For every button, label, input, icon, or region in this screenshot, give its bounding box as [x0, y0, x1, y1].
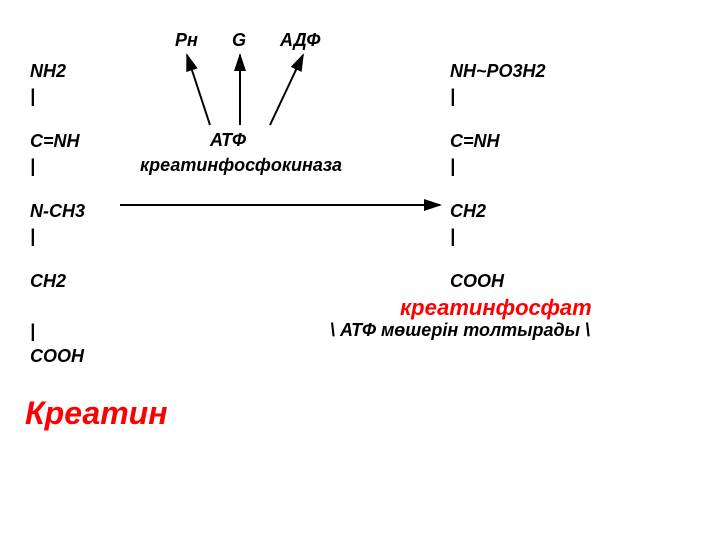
left-formula-l2: | [30, 85, 35, 108]
up-arrow-3 [270, 55, 303, 125]
left-formula-l8: | [30, 320, 35, 343]
right-formula-r6: | [450, 225, 455, 248]
up-arrow-1 [187, 55, 210, 125]
label-substrate: Креатин [25, 395, 168, 432]
left-formula-l1: NH2 [30, 60, 66, 83]
label-adp: АДФ [280, 30, 320, 51]
label-g: G [232, 30, 246, 51]
left-formula-l9: СООН [30, 345, 84, 368]
right-formula-r1: NН~РО3Н2 [450, 60, 546, 83]
label-enzyme: креатинфосфокиназа [140, 155, 342, 176]
right-formula-r2: | [450, 85, 455, 108]
left-formula-l6: | [30, 225, 35, 248]
label-pn: Рн [175, 30, 198, 51]
left-formula-l4: | [30, 155, 35, 178]
label-atp: АТФ [210, 130, 246, 151]
right-formula-r4: | [450, 155, 455, 178]
label-note: \ АТФ мөшерін толтырады \ [330, 320, 590, 341]
left-formula-l3: С=NН [30, 130, 80, 153]
reaction-arrows [0, 0, 720, 540]
left-formula-l5: N-СН3 [30, 200, 85, 223]
right-formula-r3: С=NН [450, 130, 500, 153]
right-formula-r7: СООН [450, 270, 504, 293]
right-formula-r5: СН2 [450, 200, 486, 223]
label-product: креатинфосфат [400, 295, 592, 321]
left-formula-l7: СН2 [30, 270, 66, 293]
